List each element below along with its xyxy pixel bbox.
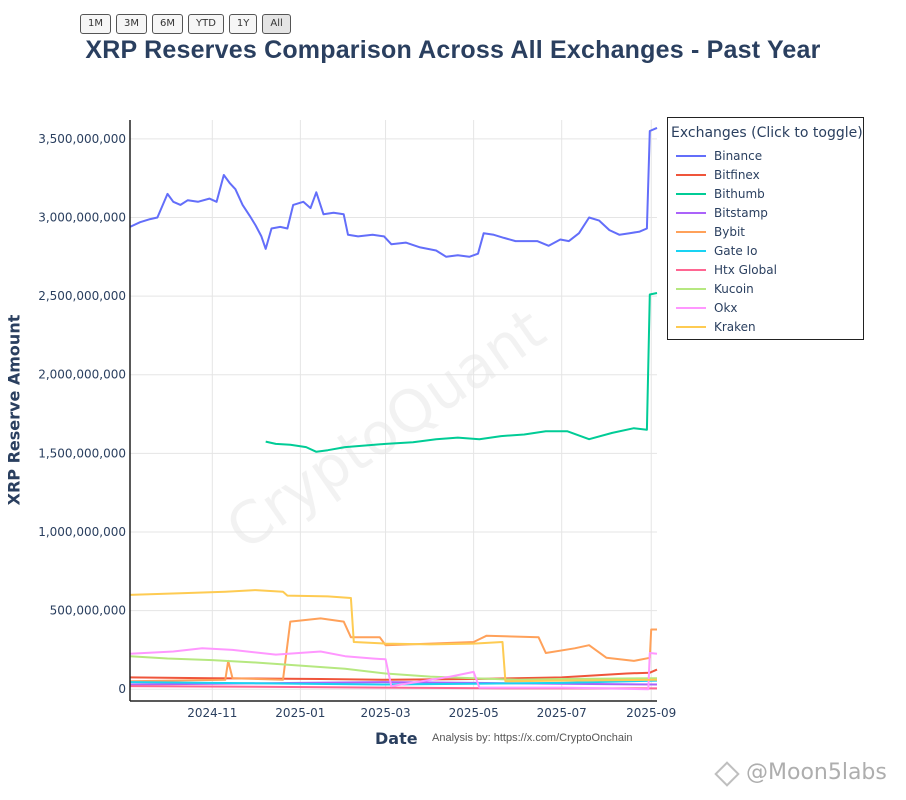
y-tick-label: 2,000,000,000 <box>38 368 126 382</box>
series-line-binance <box>129 126 658 258</box>
legend-item-kucoin[interactable]: Kucoin <box>668 279 863 298</box>
legend-swatch <box>676 211 706 214</box>
legend-label: Bybit <box>714 224 745 239</box>
series-layer <box>129 126 658 691</box>
legend-label: Gate Io <box>714 243 758 258</box>
series-line-okx <box>129 647 658 691</box>
range-button-1m[interactable]: 1M <box>80 14 111 34</box>
legend-item-okx[interactable]: Okx <box>668 298 863 317</box>
legend-item-bithumb[interactable]: Bithumb <box>668 184 863 203</box>
legend-title: Exchanges (Click to toggle) <box>671 125 863 141</box>
x-tick-label: 2024-11 <box>187 706 237 720</box>
legend-label: Bithumb <box>714 186 765 201</box>
x-tick-label: 2025-01 <box>275 706 325 720</box>
series-line-bybit <box>129 617 657 683</box>
legend-swatch <box>676 306 706 309</box>
grid-lines <box>130 120 657 701</box>
series-line-kraken <box>129 589 658 683</box>
x-tick-labels: 2024-11 2025-01 2025-03 2025-05 2025-07 2025-… <box>187 706 676 720</box>
legend-item-bybit[interactable]: Bybit <box>668 222 863 241</box>
legend-label: Htx Global <box>714 262 777 277</box>
legend-label: Kucoin <box>714 281 754 296</box>
y-tick-label: 1,500,000,000 <box>38 446 126 460</box>
moon5labs-watermark: @Moon5labs <box>720 760 887 785</box>
axes <box>129 120 657 702</box>
series-line-kucoin <box>129 655 658 681</box>
x-tick-label: 2025-07 <box>537 706 587 720</box>
series-line-gate-io <box>129 679 658 686</box>
chart-title: XRP Reserves Comparison Across All Excha… <box>85 36 821 64</box>
legend-item-binance[interactable]: Binance <box>668 146 863 165</box>
x-tick-label: 2025-09 <box>626 706 676 720</box>
legend: Exchanges (Click to toggle) Binance Bitfi… <box>667 117 864 340</box>
range-button-6m[interactable]: 6M <box>152 14 183 34</box>
legend-swatch <box>676 249 706 252</box>
legend-swatch <box>676 230 706 233</box>
range-selector: 1M 3M 6M YTD 1Y All <box>80 14 291 34</box>
legend-swatch <box>676 192 706 195</box>
legend-label: Bitstamp <box>714 205 768 220</box>
legend-label: Okx <box>714 300 738 315</box>
legend-swatch <box>676 173 706 176</box>
legend-swatch <box>676 268 706 271</box>
y-tick-label: 3,500,000,000 <box>38 132 126 146</box>
x-tick-label: 2025-05 <box>449 706 499 720</box>
legend-item-gate-io[interactable]: Gate Io <box>668 241 863 260</box>
range-button-all[interactable]: All <box>262 14 291 34</box>
legend-label: Bitfinex <box>714 167 760 182</box>
legend-item-kraken[interactable]: Kraken <box>668 317 863 336</box>
y-tick-label: 1,000,000,000 <box>38 525 126 539</box>
y-tick-label: 0 <box>118 682 126 696</box>
range-button-3m[interactable]: 3M <box>116 14 147 34</box>
credit-text: Analysis by: https://x.com/CryptoOnchain <box>432 732 633 744</box>
x-tick-label: 2025-03 <box>360 706 410 720</box>
x-axis-label: Date <box>375 729 418 748</box>
legend-label: Kraken <box>714 319 756 334</box>
y-tick-label: 500,000,000 <box>50 604 126 618</box>
range-button-ytd[interactable]: YTD <box>188 14 224 34</box>
range-button-1y[interactable]: 1Y <box>228 14 258 34</box>
series-line-bithumb <box>265 292 658 453</box>
legend-item-bitfinex[interactable]: Bitfinex <box>668 165 863 184</box>
y-tick-labels: 0 500,000,000 1,000,000,000 1,500,000,000 2,… <box>38 132 126 696</box>
legend-swatch <box>676 325 706 328</box>
y-axis-label: XRP Reserve Amount <box>4 314 24 506</box>
legend-swatch <box>676 154 706 157</box>
legend-swatch <box>676 287 706 290</box>
legend-item-htx-global[interactable]: Htx Global <box>668 260 863 279</box>
y-tick-label: 3,000,000,000 <box>38 210 126 224</box>
moon5labs-text: @Moon5labs <box>746 760 887 785</box>
y-tick-label: 2,500,000,000 <box>38 289 126 303</box>
legend-label: Binance <box>714 148 763 163</box>
legend-item-bitstamp[interactable]: Bitstamp <box>668 203 863 222</box>
